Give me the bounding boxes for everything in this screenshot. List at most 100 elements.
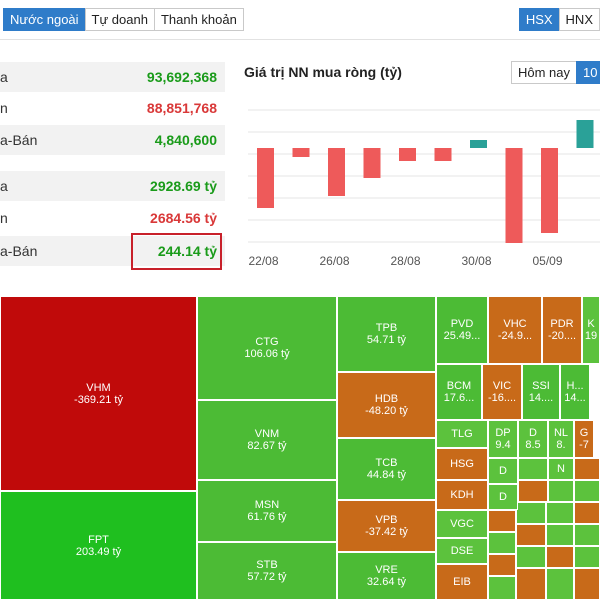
tab-hnx[interactable]: HNX <box>558 8 600 31</box>
treemap-ticker: PVD <box>450 318 474 330</box>
treemap-cell-d[interactable]: D 8.5 <box>518 420 548 458</box>
treemap-cell-small[interactable] <box>516 524 546 546</box>
treemap-ticker: VPB <box>375 514 398 526</box>
bar-27/08[interactable] <box>363 148 381 178</box>
treemap-cell-small[interactable] <box>518 458 548 480</box>
treemap-cell-vpb[interactable]: VPB -37.42 tỷ <box>337 500 436 552</box>
treemap-cell-small[interactable] <box>574 502 600 524</box>
treemap-cell-msn[interactable]: MSN 61.76 tỷ <box>197 480 337 542</box>
treemap-cell-small[interactable] <box>516 546 546 568</box>
chart-title: Giá trị NN mua ròng (tỷ) <box>244 64 402 80</box>
treemap-ticker: DP <box>495 427 511 439</box>
treemap-cell-small[interactable] <box>516 502 546 524</box>
treemap-cell-bcm[interactable]: BCM 17.6... <box>436 364 482 420</box>
tab-liquidity[interactable]: Thanh khoản <box>153 8 244 31</box>
x-tick-label: 30/08 <box>461 254 491 268</box>
treemap-cell-vgc[interactable]: VGC <box>436 510 488 538</box>
treemap-cell-hdb[interactable]: HDB -48.20 tỷ <box>337 372 436 438</box>
treemap-cell-eib[interactable]: EIB <box>436 564 488 600</box>
treemap-ticker: HDB <box>374 393 399 405</box>
treemap-cell-fpt[interactable]: FPT 203.49 tỷ <box>0 491 197 600</box>
treemap-cell-vic[interactable]: VIC -16.... <box>482 364 522 420</box>
treemap-cell-dp[interactable]: DP 9.4 <box>488 420 518 458</box>
treemap-ticker: VNM <box>254 428 280 440</box>
treemap-cell-vhm[interactable]: VHM -369.21 tỷ <box>0 296 197 491</box>
treemap-cell-h[interactable]: H... 14... <box>560 364 590 420</box>
treemap-ticker: SSI <box>532 380 550 392</box>
treemap-cell-small[interactable] <box>574 524 600 546</box>
treemap-cell-small[interactable] <box>574 568 600 600</box>
treemap-cell-small[interactable] <box>546 502 574 524</box>
treemap-ticker: STB <box>256 559 278 571</box>
treemap-cell-small[interactable] <box>488 576 516 600</box>
stats-label: a <box>0 69 8 85</box>
treemap-cell-vre[interactable]: VRE 32.64 tỷ <box>337 552 436 600</box>
bar-04/09[interactable] <box>505 148 523 243</box>
bar-26/08[interactable] <box>328 148 345 196</box>
top-tab-bar: Nước ngoài Tự doanh Thanh khoản HSX HNX <box>0 0 600 40</box>
period-selector: Hôm nay 10 <box>511 61 600 84</box>
stats-value: 88,851,768 <box>146 100 217 116</box>
treemap-value: 54.71 tỷ <box>366 334 407 346</box>
treemap-cell-small[interactable] <box>488 532 516 554</box>
treemap-cell-dse[interactable]: DSE <box>436 538 488 564</box>
stats-row-net-value: a-Bán 244.14 tỷ <box>0 236 225 266</box>
treemap-cell-small[interactable] <box>548 480 574 502</box>
bar-06/09[interactable] <box>576 120 594 148</box>
treemap-value: 57.72 tỷ <box>247 571 287 583</box>
treemap-cell-stb[interactable]: STB 57.72 tỷ <box>197 542 337 600</box>
treemap-cell-ssi[interactable]: SSI 14.... <box>522 364 560 420</box>
stats-row-sell-volume: n 88,851,768 <box>0 93 225 123</box>
treemap-cell-small[interactable] <box>546 524 574 546</box>
stats-row-net-volume: a-Bán 4,840,600 <box>0 125 225 155</box>
treemap-cell-tcb[interactable]: TCB 44.84 tỷ <box>337 438 436 500</box>
treemap-value: 8.5 <box>525 439 541 451</box>
treemap-cell-small[interactable] <box>488 554 516 576</box>
stats-label: a-Bán <box>0 132 38 148</box>
treemap-cell-hsg[interactable]: HSG <box>436 448 488 480</box>
treemap-cell-small[interactable] <box>574 546 600 568</box>
treemap-cell-nl[interactable]: NL 8. <box>548 420 574 458</box>
tab-foreign[interactable]: Nước ngoài <box>3 8 86 31</box>
treemap-value: -16.... <box>487 392 517 404</box>
highlight-box <box>131 233 222 270</box>
tab-hsx[interactable]: HSX <box>518 8 560 31</box>
bar-22/08[interactable] <box>257 148 274 208</box>
stats-row-buy-volume: a 93,692,368 <box>0 62 225 92</box>
treemap-value: 203.49 tỷ <box>75 545 122 558</box>
bar-05/09[interactable] <box>541 148 558 233</box>
treemap-ticker: D <box>499 491 507 503</box>
treemap-cell-k[interactable]: K 19 <box>582 296 600 364</box>
treemap-cell-tlg[interactable]: TLG <box>436 420 488 448</box>
period-today-button[interactable]: Hôm nay <box>511 61 578 84</box>
treemap-cell-d[interactable]: D <box>488 484 518 510</box>
treemap-cell-small[interactable] <box>574 458 600 480</box>
treemap-cell-small[interactable] <box>516 568 546 600</box>
bar-29/08[interactable] <box>434 148 452 161</box>
bar-28/08[interactable] <box>399 148 416 161</box>
treemap-value: -48.20 tỷ <box>365 405 408 417</box>
treemap-cell-n[interactable]: N <box>548 458 574 480</box>
treemap-cell-g[interactable]: G -7 <box>574 420 594 458</box>
period-10-button[interactable]: 10 <box>576 61 600 84</box>
treemap-cell-small[interactable] <box>574 480 600 502</box>
treemap-cell-pdr[interactable]: PDR -20.... <box>542 296 582 364</box>
bar-30/08[interactable] <box>470 140 487 148</box>
treemap-cell-tpb[interactable]: TPB 54.71 tỷ <box>337 296 436 372</box>
treemap-cell-kdh[interactable]: KDH <box>436 480 488 510</box>
treemap-cell-small[interactable] <box>518 480 548 502</box>
bar-23/08[interactable] <box>292 148 310 157</box>
stats-value: 2928.69 tỷ <box>150 178 217 194</box>
treemap-cell-ctg[interactable]: CTG 106.06 tỷ <box>197 296 337 400</box>
treemap-value: 19 <box>584 330 598 342</box>
tab-proprietary[interactable]: Tự doanh <box>84 8 155 31</box>
stats-label: a <box>0 178 8 194</box>
treemap-cell-vnm[interactable]: VNM 82.67 tỷ <box>197 400 337 480</box>
treemap-cell-small[interactable] <box>488 510 516 532</box>
treemap-value: -37.42 tỷ <box>365 526 408 538</box>
treemap-cell-pvd[interactable]: PVD 25.49... <box>436 296 488 364</box>
treemap-cell-small[interactable] <box>546 568 574 600</box>
treemap-cell-small[interactable] <box>546 546 574 568</box>
treemap-cell-d[interactable]: D <box>488 458 518 484</box>
treemap-cell-vhc[interactable]: VHC -24.9... <box>488 296 542 364</box>
